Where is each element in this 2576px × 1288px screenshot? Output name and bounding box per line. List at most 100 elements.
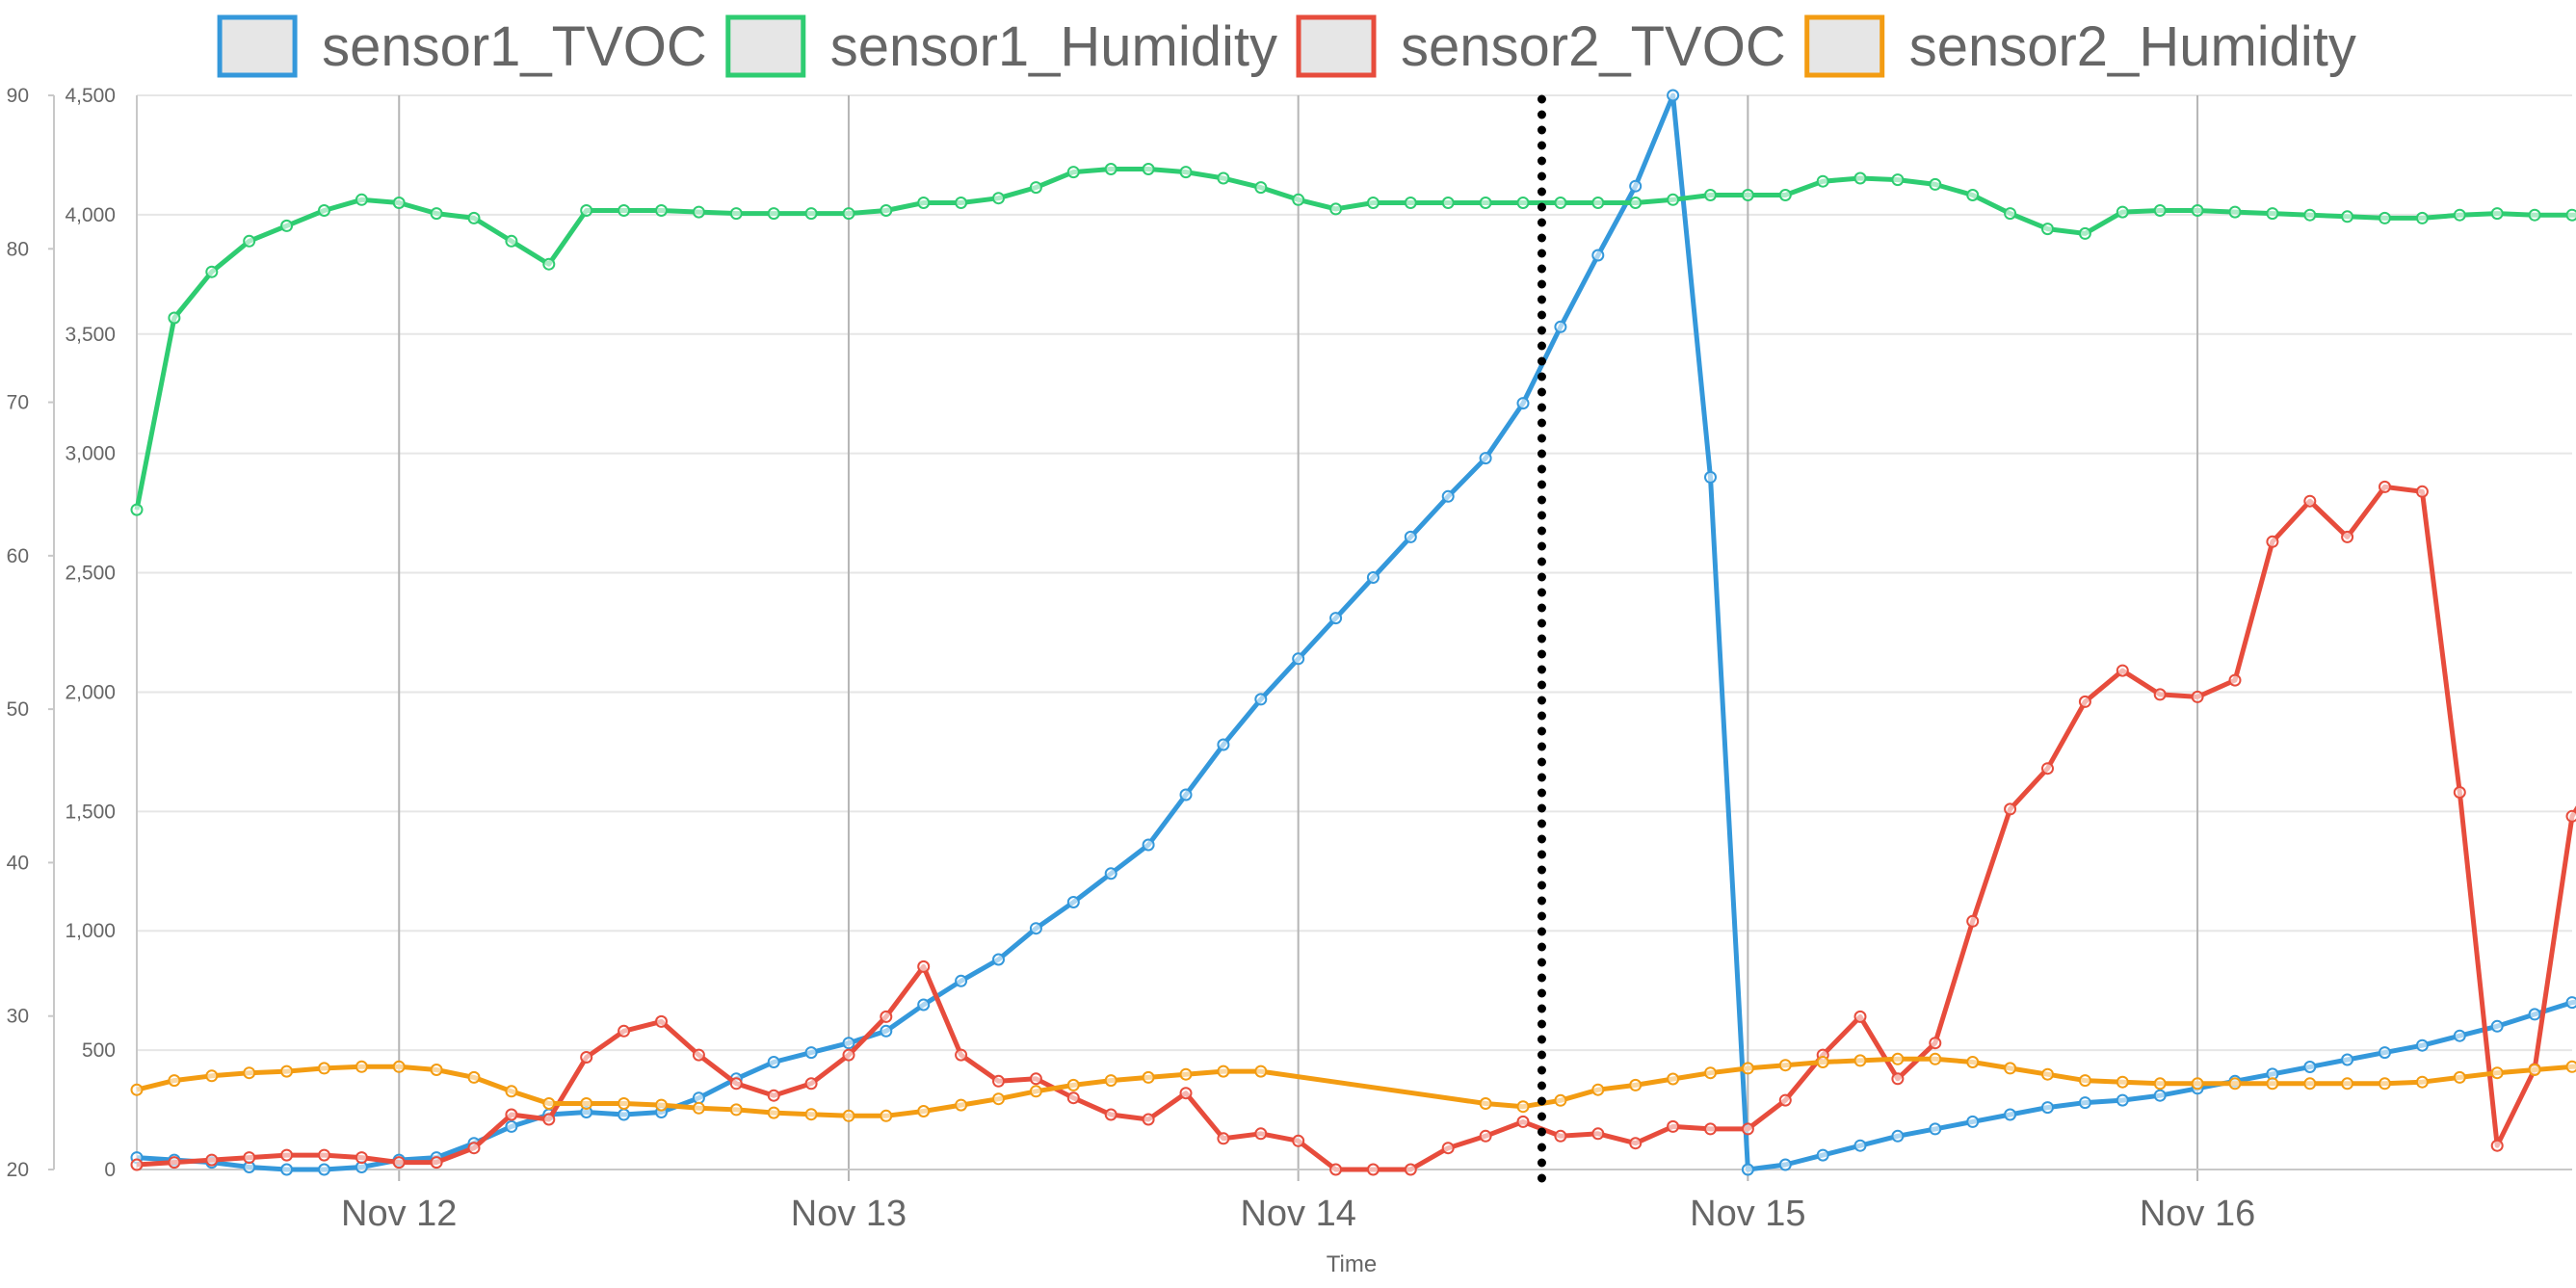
data-point[interactable] bbox=[280, 219, 294, 232]
data-point[interactable] bbox=[2379, 1077, 2391, 1091]
data-point[interactable] bbox=[355, 1151, 368, 1165]
data-point[interactable] bbox=[1516, 1100, 1530, 1114]
data-point[interactable] bbox=[1741, 189, 1754, 201]
data-point[interactable] bbox=[1179, 166, 1193, 179]
data-point[interactable] bbox=[655, 1098, 668, 1112]
data-point[interactable] bbox=[2116, 664, 2129, 677]
data-point[interactable] bbox=[729, 1103, 743, 1117]
data-point[interactable] bbox=[729, 1077, 743, 1091]
data-point[interactable] bbox=[1554, 1129, 1567, 1143]
data-point[interactable] bbox=[1667, 193, 1680, 206]
data-point[interactable] bbox=[430, 1064, 443, 1076]
data-point[interactable] bbox=[392, 1156, 406, 1170]
data-point[interactable] bbox=[2565, 996, 2576, 1010]
data-point[interactable] bbox=[804, 1046, 818, 1060]
data-point[interactable] bbox=[1778, 1158, 1792, 1171]
data-point[interactable] bbox=[1816, 1148, 1829, 1162]
data-point[interactable] bbox=[1029, 922, 1042, 935]
data-point[interactable] bbox=[2078, 1096, 2091, 1110]
data-point[interactable] bbox=[1591, 1127, 1605, 1141]
legend-item-sensor2_Humidity[interactable]: sensor2_Humidity bbox=[1804, 14, 2356, 78]
data-point[interactable] bbox=[318, 204, 330, 217]
data-point[interactable] bbox=[2565, 1060, 2576, 1073]
data-point[interactable] bbox=[2379, 1046, 2391, 1060]
legend-item-sensor2_TVOC[interactable]: sensor2_TVOC bbox=[1296, 14, 1786, 78]
data-point[interactable] bbox=[2078, 226, 2091, 240]
data-point[interactable] bbox=[1066, 1078, 1080, 1091]
data-point[interactable] bbox=[1479, 1129, 1492, 1143]
data-point[interactable] bbox=[1217, 171, 1230, 185]
data-point[interactable] bbox=[2303, 494, 2317, 508]
data-point[interactable] bbox=[1479, 197, 1492, 209]
data-point[interactable] bbox=[2078, 695, 2091, 708]
data-point[interactable] bbox=[1591, 1083, 1605, 1096]
data-point[interactable] bbox=[1667, 1072, 1680, 1086]
data-point[interactable] bbox=[1441, 1142, 1455, 1155]
data-point[interactable] bbox=[1629, 1078, 1643, 1091]
data-point[interactable] bbox=[1554, 197, 1567, 209]
data-point[interactable] bbox=[505, 1119, 518, 1133]
data-point[interactable] bbox=[130, 1083, 144, 1096]
data-point[interactable] bbox=[1441, 197, 1455, 209]
data-point[interactable] bbox=[1853, 1139, 1867, 1152]
data-point[interactable] bbox=[2453, 208, 2466, 222]
data-point[interactable] bbox=[992, 192, 1005, 205]
data-point[interactable] bbox=[618, 1108, 631, 1121]
data-point[interactable] bbox=[880, 204, 893, 217]
data-point[interactable] bbox=[1104, 1074, 1117, 1088]
data-point[interactable] bbox=[2415, 1075, 2429, 1089]
data-point[interactable] bbox=[2528, 208, 2541, 222]
data-point[interactable] bbox=[2004, 1062, 2017, 1075]
data-point[interactable] bbox=[2041, 223, 2054, 236]
data-point[interactable] bbox=[804, 1108, 818, 1121]
data-point[interactable] bbox=[1217, 1132, 1230, 1145]
data-point[interactable] bbox=[2004, 207, 2017, 221]
data-point[interactable] bbox=[1404, 197, 1417, 209]
data-point[interactable] bbox=[1853, 171, 1867, 185]
data-point[interactable] bbox=[842, 1109, 855, 1122]
data-point[interactable] bbox=[243, 234, 256, 248]
data-point[interactable] bbox=[1254, 1127, 1268, 1141]
data-point[interactable] bbox=[1404, 530, 1417, 543]
data-point[interactable] bbox=[1554, 1093, 1567, 1107]
data-point[interactable] bbox=[2266, 535, 2279, 548]
data-point[interactable] bbox=[1929, 177, 1942, 191]
data-point[interactable] bbox=[205, 265, 219, 278]
data-point[interactable] bbox=[505, 1108, 518, 1121]
data-point[interactable] bbox=[2303, 208, 2317, 222]
data-point[interactable] bbox=[2266, 207, 2279, 221]
data-point[interactable] bbox=[2004, 1108, 2017, 1121]
data-point[interactable] bbox=[1778, 1093, 1792, 1107]
data-point[interactable] bbox=[842, 1048, 855, 1062]
data-point[interactable] bbox=[842, 1037, 855, 1050]
data-point[interactable] bbox=[1929, 1052, 1942, 1065]
data-point[interactable] bbox=[1741, 1122, 1754, 1136]
data-point[interactable] bbox=[917, 197, 931, 209]
data-point[interactable] bbox=[2490, 1139, 2504, 1152]
data-point[interactable] bbox=[767, 207, 780, 221]
data-point[interactable] bbox=[2078, 1074, 2091, 1088]
data-point[interactable] bbox=[2191, 1077, 2204, 1091]
data-point[interactable] bbox=[1329, 1163, 1343, 1176]
data-point[interactable] bbox=[1516, 397, 1530, 410]
legend[interactable]: sensor1_TVOC sensor1_Humidity sensor2_TVOC… bbox=[217, 14, 2356, 78]
data-point[interactable] bbox=[2153, 1089, 2167, 1102]
data-point[interactable] bbox=[1667, 1119, 1680, 1133]
data-point[interactable] bbox=[318, 1163, 330, 1176]
data-point[interactable] bbox=[2490, 1066, 2504, 1080]
data-point[interactable] bbox=[1104, 867, 1117, 881]
data-point[interactable] bbox=[1029, 1085, 1042, 1098]
data-point[interactable] bbox=[1966, 914, 1980, 928]
data-point[interactable] bbox=[392, 1060, 406, 1073]
data-point[interactable] bbox=[318, 1148, 330, 1162]
data-point[interactable] bbox=[1142, 1070, 1155, 1084]
data-point[interactable] bbox=[2303, 1061, 2317, 1073]
data-point[interactable] bbox=[917, 998, 931, 1012]
data-point[interactable] bbox=[2453, 786, 2466, 799]
data-point[interactable] bbox=[1366, 571, 1380, 584]
data-point[interactable] bbox=[1891, 1052, 1905, 1065]
data-point[interactable] bbox=[1966, 189, 1980, 201]
data-point[interactable] bbox=[392, 197, 406, 209]
data-point[interactable] bbox=[655, 1014, 668, 1028]
data-point[interactable] bbox=[1891, 1129, 1905, 1143]
